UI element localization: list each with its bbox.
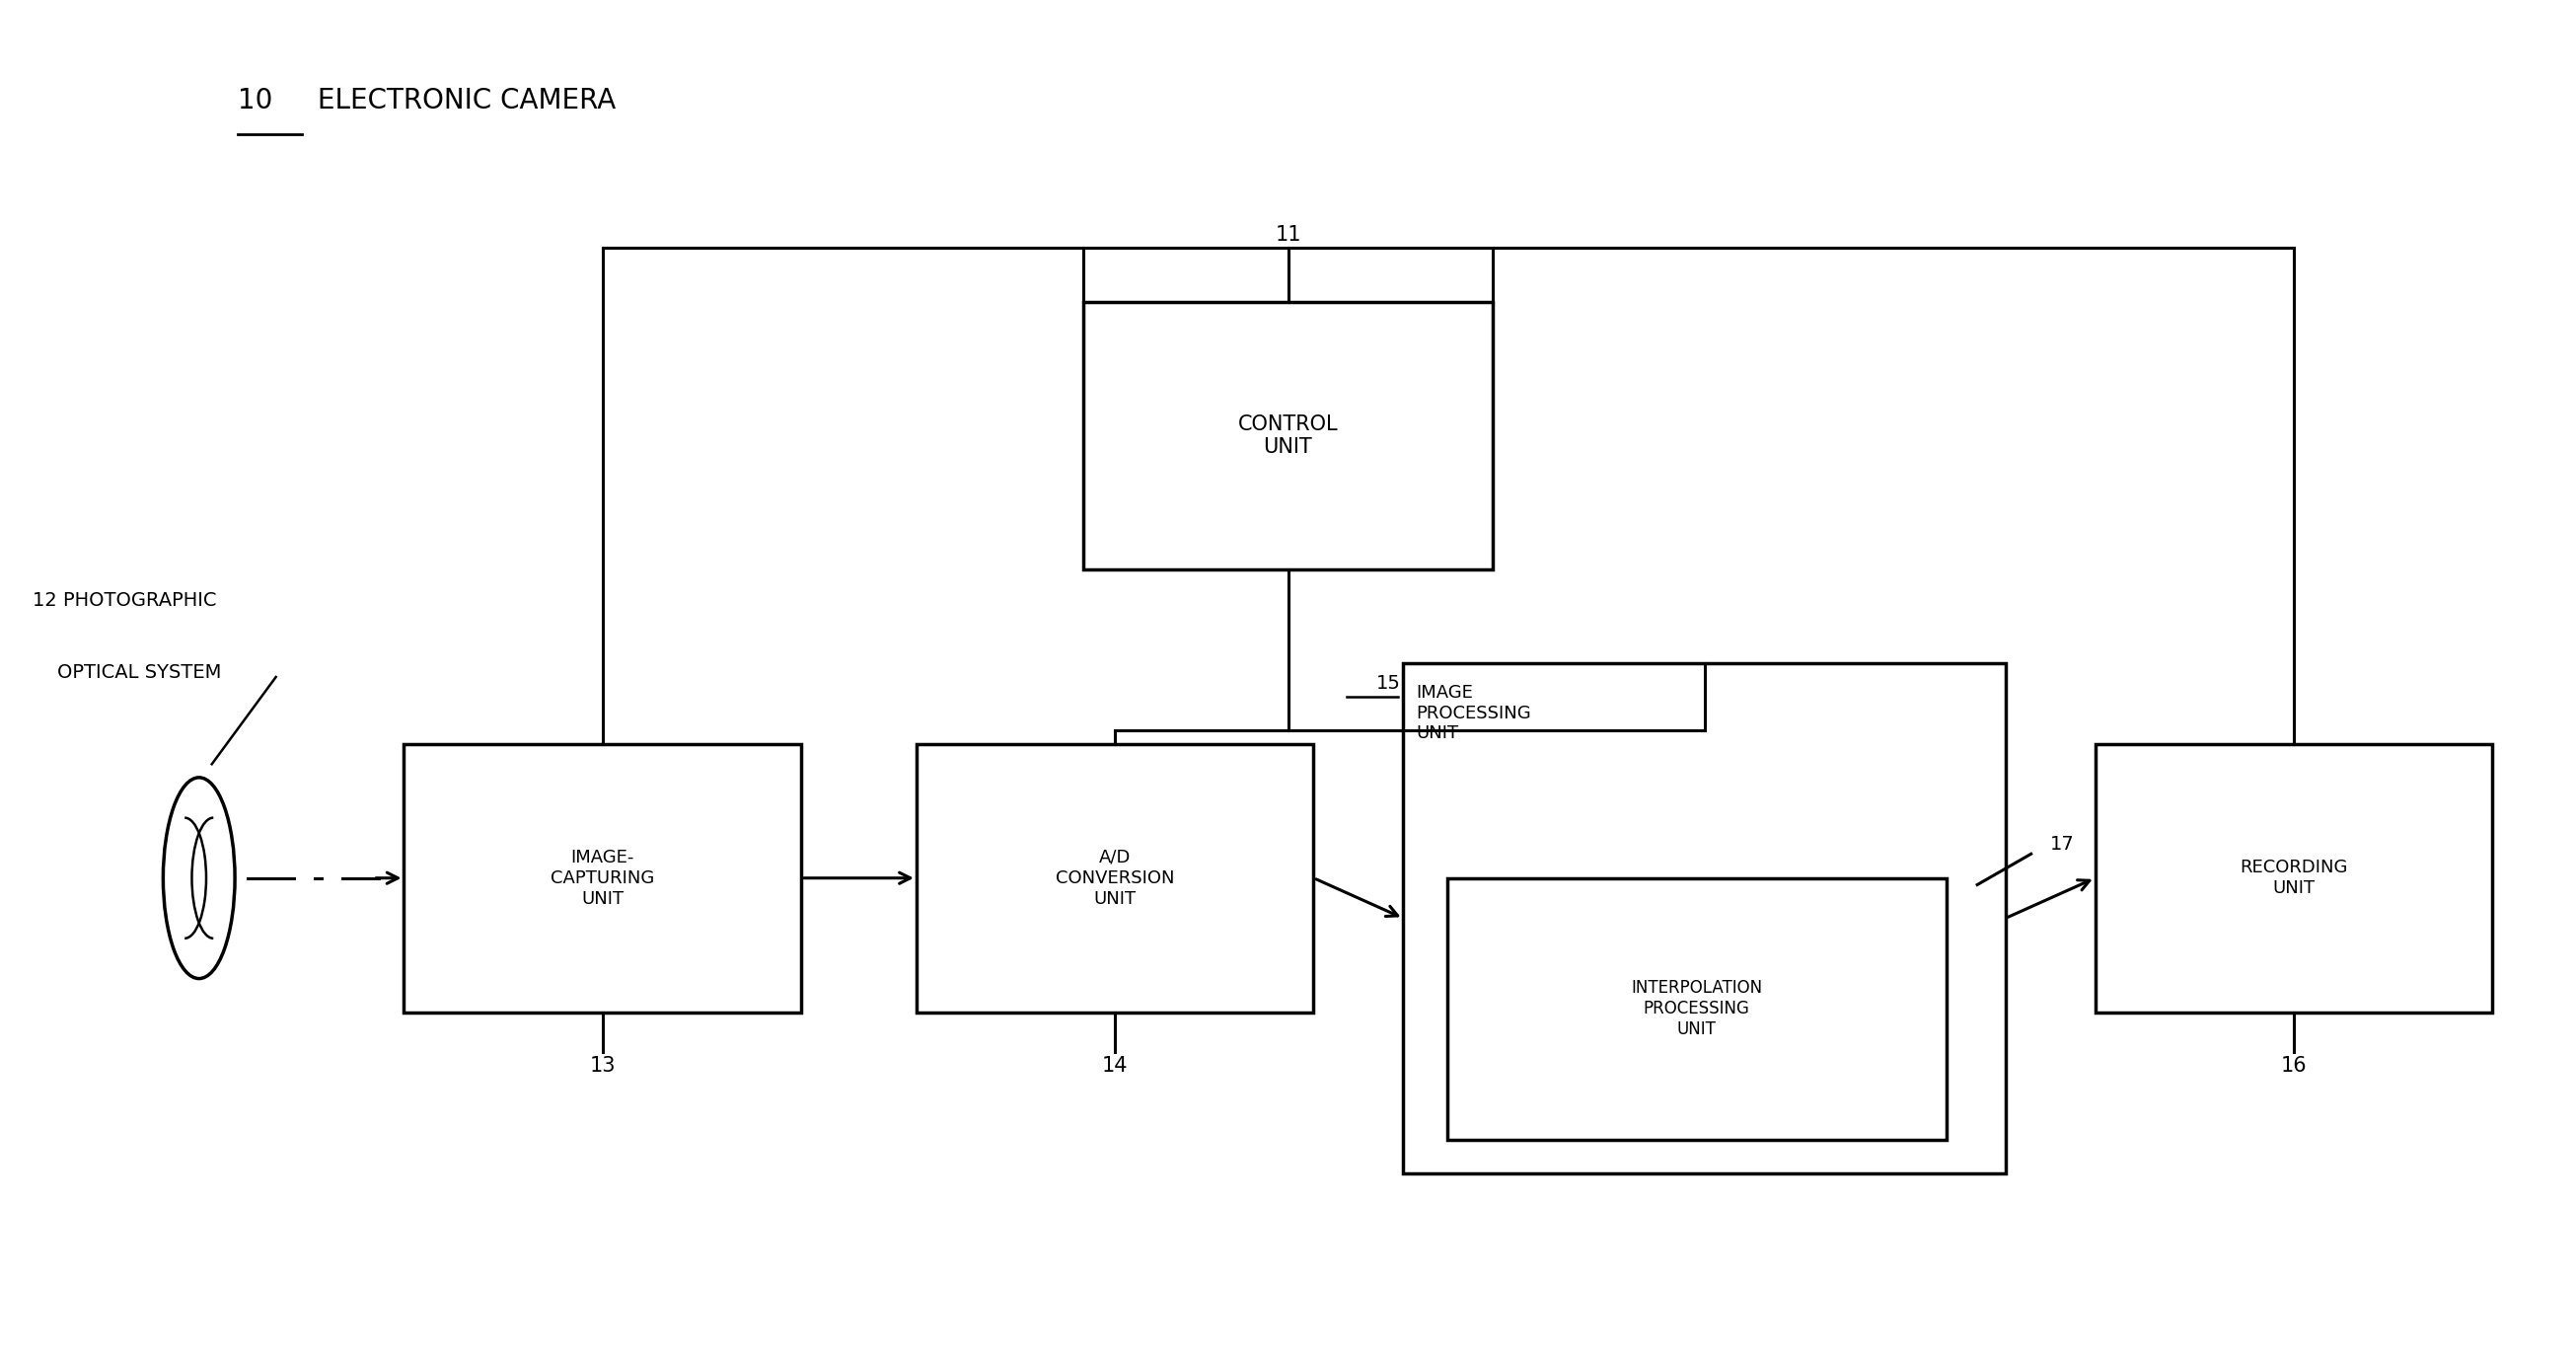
FancyBboxPatch shape <box>1404 663 2007 1173</box>
Text: 17: 17 <box>2050 835 2074 854</box>
FancyBboxPatch shape <box>917 743 1314 1011</box>
Text: IMAGE
PROCESSING
UNIT: IMAGE PROCESSING UNIT <box>1417 684 1530 742</box>
Text: 12 PHOTOGRAPHIC: 12 PHOTOGRAPHIC <box>33 592 216 611</box>
Text: 14: 14 <box>1103 1056 1128 1075</box>
Text: 13: 13 <box>590 1056 616 1075</box>
Text: CONTROL
UNIT: CONTROL UNIT <box>1239 414 1337 458</box>
Text: RECORDING
UNIT: RECORDING UNIT <box>2239 858 2347 898</box>
Text: INTERPOLATION
PROCESSING
UNIT: INTERPOLATION PROCESSING UNIT <box>1631 979 1762 1039</box>
Ellipse shape <box>162 777 234 979</box>
FancyBboxPatch shape <box>404 743 801 1011</box>
Text: 11: 11 <box>1275 225 1301 245</box>
Text: OPTICAL SYSTEM: OPTICAL SYSTEM <box>33 663 222 682</box>
Text: ELECTRONIC CAMERA: ELECTRONIC CAMERA <box>309 87 616 115</box>
Text: 10: 10 <box>237 87 273 115</box>
Text: 15: 15 <box>1376 674 1401 693</box>
Text: A/D
CONVERSION
UNIT: A/D CONVERSION UNIT <box>1056 849 1175 907</box>
Text: 16: 16 <box>2280 1056 2308 1075</box>
FancyBboxPatch shape <box>1082 302 1494 570</box>
FancyBboxPatch shape <box>2094 743 2491 1011</box>
Text: IMAGE-
CAPTURING
UNIT: IMAGE- CAPTURING UNIT <box>551 849 654 907</box>
FancyBboxPatch shape <box>1448 877 1947 1140</box>
